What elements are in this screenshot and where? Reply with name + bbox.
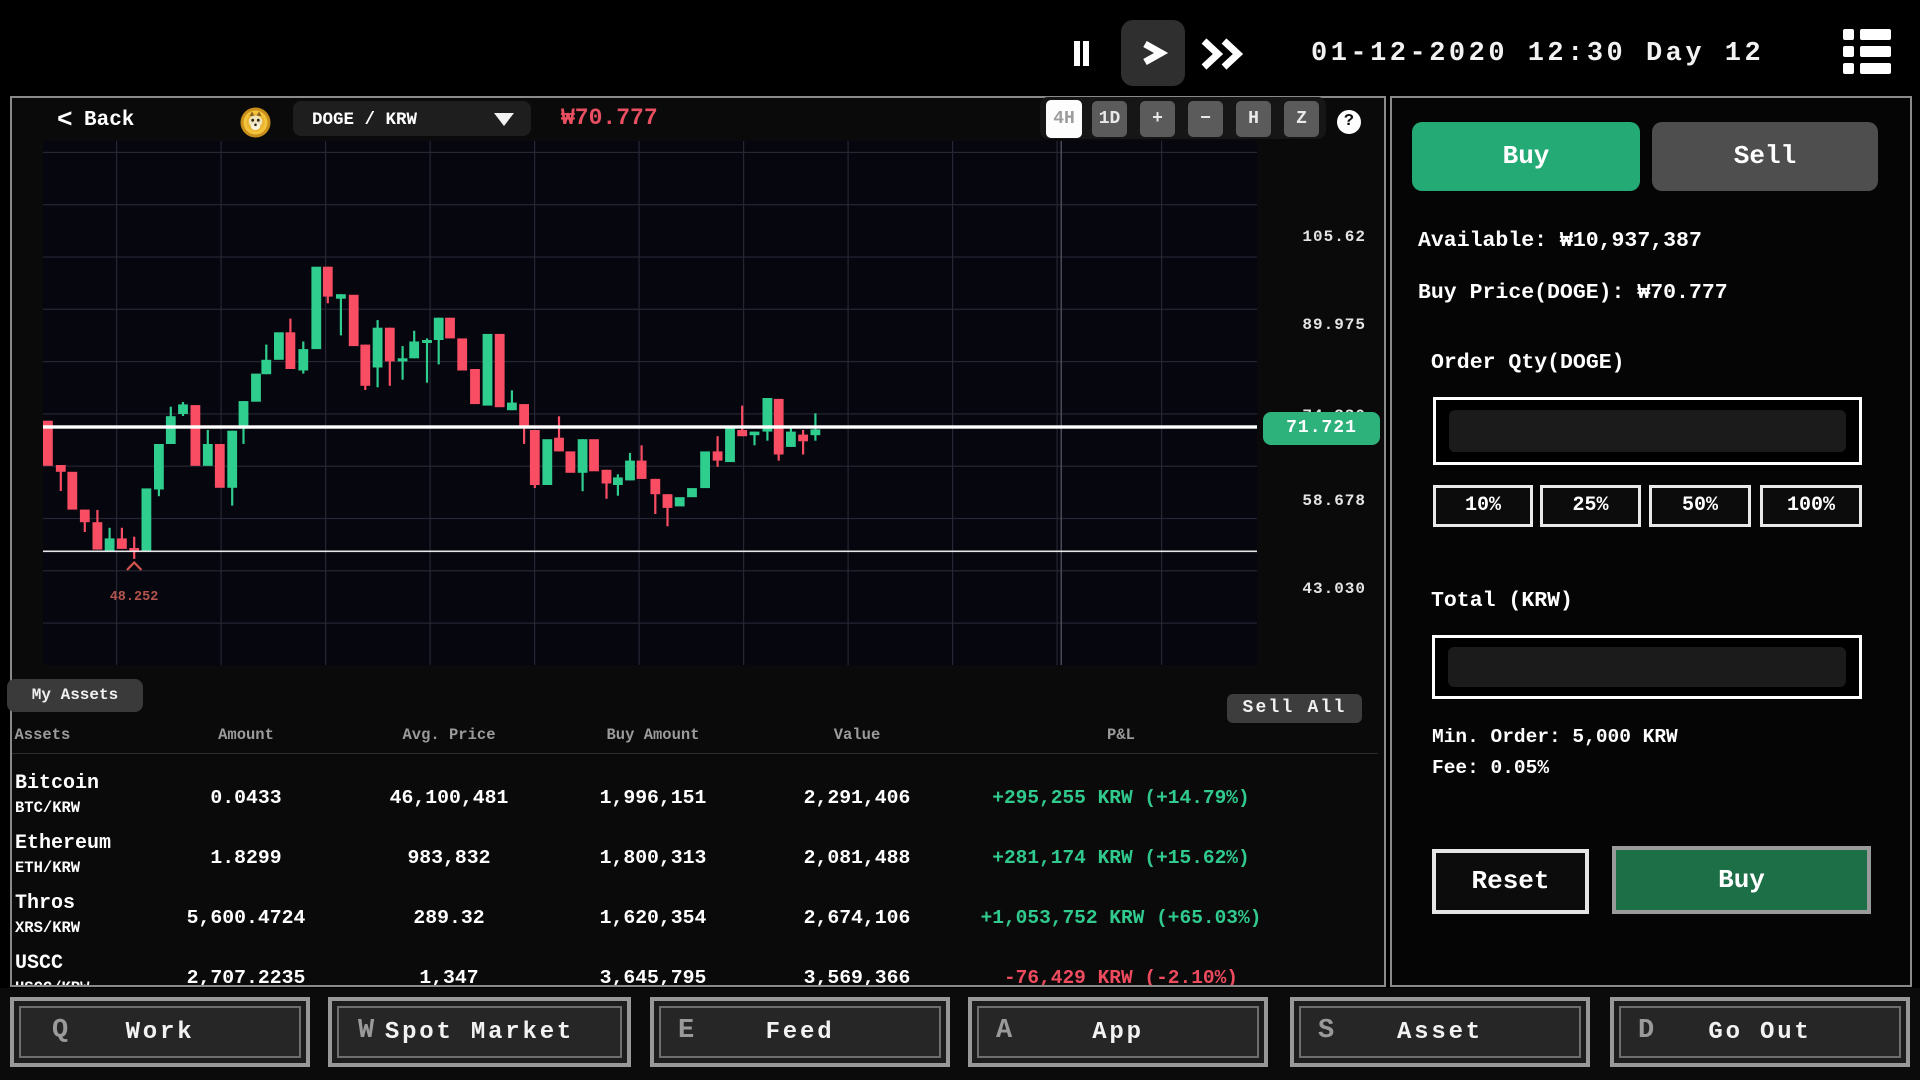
svg-text:48.252: 48.252 bbox=[110, 590, 159, 605]
